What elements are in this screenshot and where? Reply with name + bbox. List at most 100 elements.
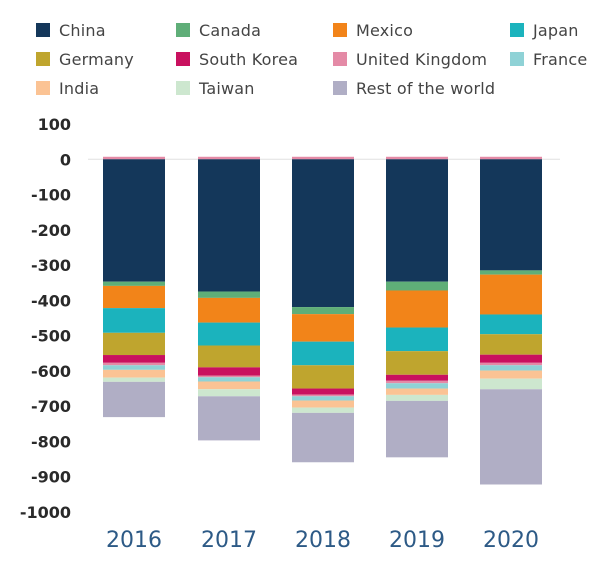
- bar-segment: [103, 355, 165, 363]
- bar-segment: [292, 365, 354, 389]
- y-tick-label: -200: [31, 221, 71, 240]
- y-tick-label: -100: [31, 186, 71, 205]
- bar-segment: [480, 370, 542, 379]
- legend-swatch: [36, 52, 50, 66]
- bar-segment: [103, 332, 165, 356]
- bar-segment: [386, 159, 448, 282]
- bar-segment: [386, 290, 448, 328]
- legend-swatch: [333, 52, 347, 66]
- bar-segment: [198, 375, 260, 378]
- legend-label: Taiwan: [199, 78, 255, 98]
- legend-label: France: [533, 49, 588, 69]
- bar-segment: [198, 322, 260, 346]
- bar-segment: [386, 400, 448, 458]
- bar-segment: [480, 354, 542, 363]
- bar-segment: [198, 377, 260, 382]
- bar-segment: [292, 407, 354, 413]
- legend-swatch: [510, 23, 524, 37]
- y-tick-label: 0: [60, 150, 71, 169]
- chart-legend: China Canada Mexico Japan Germany South Korea…: [0, 0, 616, 110]
- bar-segment: [103, 365, 165, 370]
- legend-swatch: [36, 23, 50, 37]
- bar-segment: [103, 281, 165, 286]
- bar-segment: [386, 351, 448, 375]
- bar-segment: [103, 308, 165, 333]
- bar-segment: [480, 378, 542, 390]
- legend-swatch: [510, 52, 524, 66]
- bar-segment: [386, 374, 448, 381]
- bar-segment: [198, 381, 260, 390]
- bar-segment: [292, 400, 354, 408]
- legend-label: Japan: [533, 20, 579, 40]
- bar-segment: [386, 156, 448, 160]
- legend-label: China: [59, 20, 106, 40]
- bar-segment: [292, 396, 354, 401]
- y-tick-label: 100: [38, 115, 71, 134]
- legend-item: Rest of the world: [333, 76, 495, 100]
- legend-swatch: [176, 23, 190, 37]
- legend-label: Canada: [199, 20, 262, 40]
- bar-segment: [292, 307, 354, 315]
- bar-segment: [198, 297, 260, 323]
- bar-segment: [292, 314, 354, 342]
- bar-segment: [480, 274, 542, 315]
- legend-item: United Kingdom: [333, 47, 487, 71]
- legend-label: United Kingdom: [356, 49, 488, 69]
- bar-segment: [480, 159, 542, 271]
- legend-item: Japan: [510, 18, 579, 42]
- y-tick-label: -500: [31, 327, 71, 346]
- bar-segment: [292, 159, 354, 308]
- bar-segment: [386, 394, 448, 401]
- legend-swatch: [36, 81, 50, 95]
- bar-segment: [103, 156, 165, 160]
- bar-segment: [292, 412, 354, 463]
- x-tick-label: 2016: [106, 528, 162, 553]
- legend-item: France: [510, 47, 587, 71]
- legend-swatch: [333, 81, 347, 95]
- x-tick-label: 2017: [201, 528, 257, 553]
- x-tick-label: 2020: [483, 528, 539, 553]
- bar-segment: [198, 367, 260, 376]
- bar-segment: [386, 281, 448, 291]
- y-tick-label: -900: [31, 468, 71, 487]
- bar-segment: [198, 345, 260, 368]
- bar-segment: [480, 156, 542, 160]
- bar-segment: [103, 362, 165, 366]
- legend-label: Mexico: [356, 20, 414, 40]
- bar-segment: [480, 314, 542, 335]
- y-tick-label: -1000: [20, 503, 71, 522]
- bar-segment: [103, 369, 165, 378]
- y-tick-label: -700: [31, 397, 71, 416]
- legend-item: Taiwan: [176, 76, 255, 100]
- bar-segment: [386, 380, 448, 384]
- bar-segment: [292, 388, 354, 395]
- bar-segment: [198, 159, 260, 292]
- bar-segment: [480, 270, 542, 275]
- bar-segment: [198, 396, 260, 441]
- x-tick-label: 2019: [389, 528, 445, 553]
- legend-item: Mexico: [333, 18, 413, 42]
- legend-swatch: [333, 23, 347, 37]
- bar-segment: [103, 377, 165, 382]
- legend-item: South Korea: [176, 47, 298, 71]
- legend-item: Germany: [36, 47, 134, 71]
- legend-item: Canada: [176, 18, 261, 42]
- legend-item: India: [36, 76, 99, 100]
- bar-segment: [480, 334, 542, 355]
- bar-segment: [103, 381, 165, 418]
- y-tick-label: -800: [31, 432, 71, 451]
- legend-item: China: [36, 18, 106, 42]
- bar-segment: [103, 285, 165, 309]
- bar-segment: [480, 365, 542, 371]
- y-tick-label: -600: [31, 362, 71, 381]
- bar-segment: [480, 389, 542, 485]
- bar-segment: [198, 389, 260, 397]
- bar-segment: [292, 156, 354, 160]
- bar-segment: [292, 341, 354, 366]
- legend-swatch: [176, 81, 190, 95]
- bar-segment: [386, 383, 448, 389]
- bar-segment: [480, 362, 542, 366]
- legend-label: Rest of the world: [356, 78, 496, 98]
- bar-segment: [386, 388, 448, 395]
